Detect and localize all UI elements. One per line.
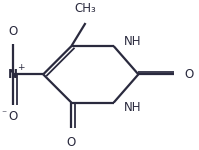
Text: N: N: [8, 68, 18, 81]
Text: NH: NH: [124, 34, 142, 48]
Text: O: O: [184, 68, 193, 81]
Text: CH₃: CH₃: [75, 2, 96, 15]
Text: O: O: [9, 26, 18, 38]
Text: ⁻: ⁻: [1, 109, 6, 119]
Text: +: +: [17, 63, 25, 72]
Text: O: O: [9, 110, 18, 123]
Text: NH: NH: [124, 101, 142, 114]
Text: O: O: [67, 136, 76, 149]
